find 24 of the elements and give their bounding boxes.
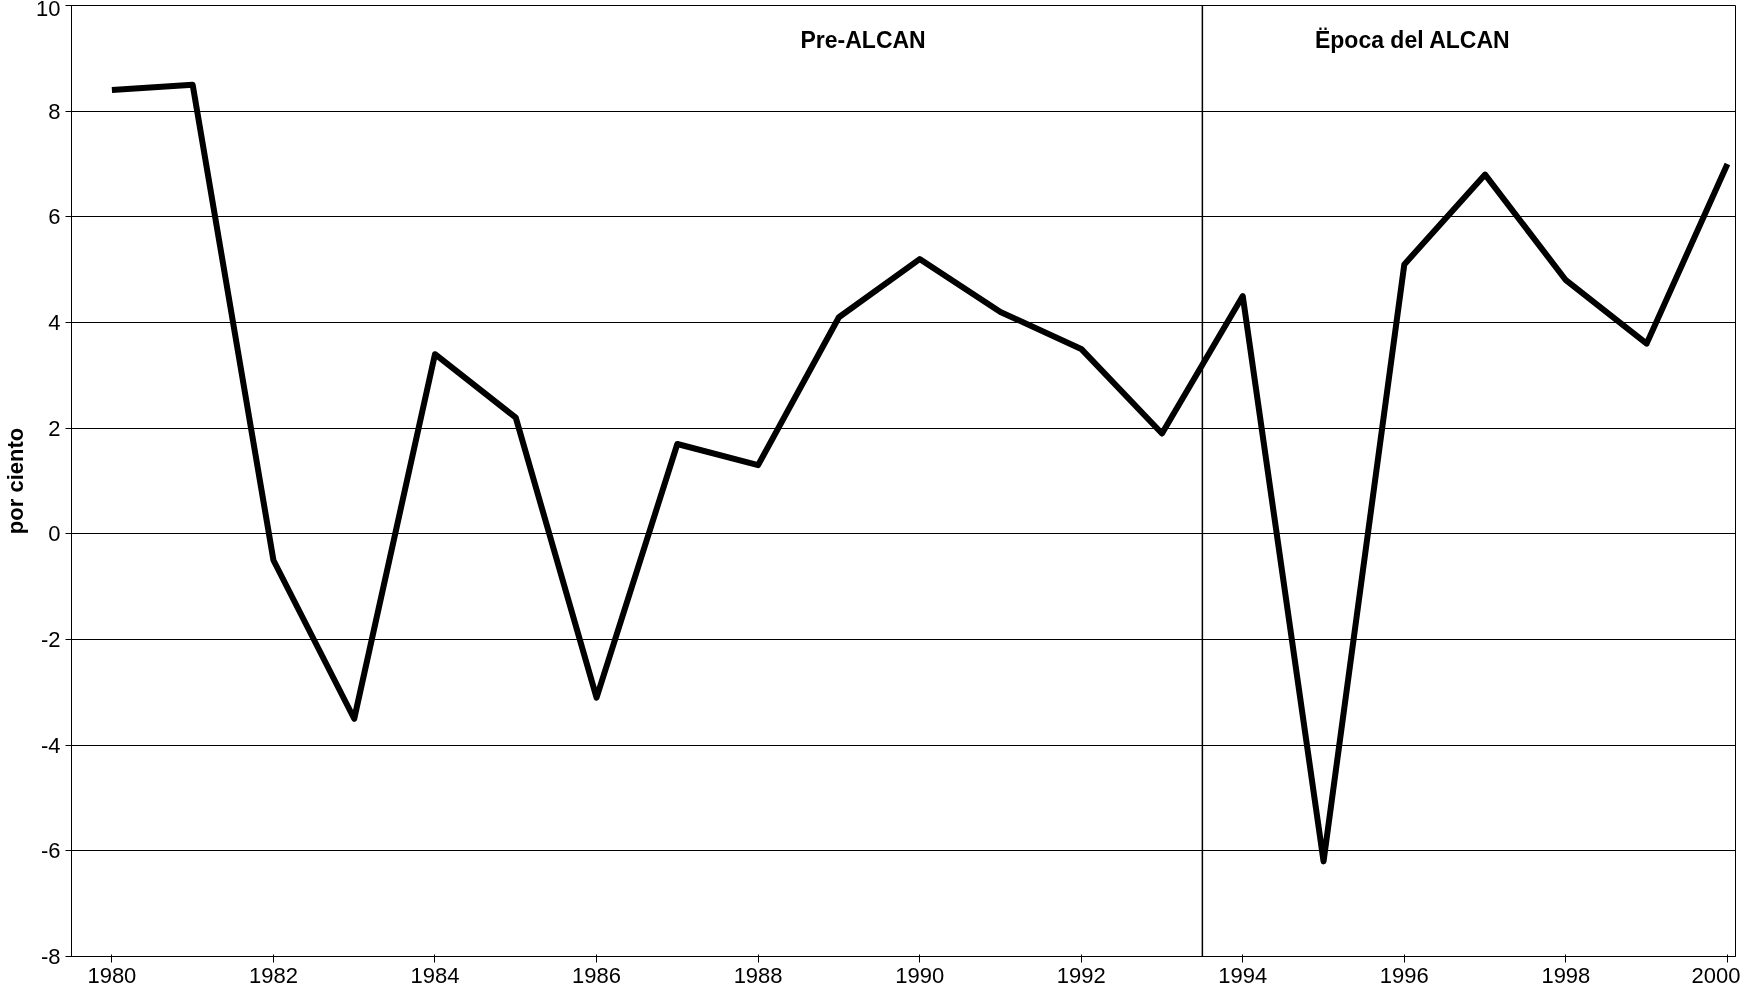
y-tick-label: -6 <box>40 838 61 864</box>
x-tick-label: 1982 <box>248 962 298 988</box>
y-tick-label: -8 <box>40 944 61 969</box>
y-tick-label: 6 <box>48 204 61 230</box>
annotation: Ëpoca del ALCAN <box>1314 27 1510 54</box>
x-tick-label: 1980 <box>87 962 137 988</box>
x-tick-label: 1992 <box>1056 962 1106 988</box>
y-tick-label: 8 <box>48 98 61 124</box>
y-tick-label: 0 <box>48 521 61 547</box>
x-tick-label: 1990 <box>895 962 945 988</box>
x-tick-label: 1998 <box>1541 962 1591 988</box>
x-tick-label: 1996 <box>1379 962 1429 988</box>
x-tick-label: 1986 <box>572 962 622 988</box>
y-tick-label: 2 <box>48 415 61 441</box>
y-tick-label: 4 <box>48 310 61 335</box>
x-tick-label: 2000 <box>1691 962 1741 988</box>
x-tick-label: 1994 <box>1218 962 1268 988</box>
y-tick-label: -4 <box>40 732 61 758</box>
y-tick-label: 10 <box>36 0 61 21</box>
annotation: Pre-ALCAN <box>800 27 926 54</box>
x-tick-label: 1988 <box>733 962 783 988</box>
x-tick-label: 1984 <box>410 962 460 988</box>
y-tick-label: -2 <box>40 627 61 652</box>
y-axis-title: por ciento <box>3 427 29 535</box>
